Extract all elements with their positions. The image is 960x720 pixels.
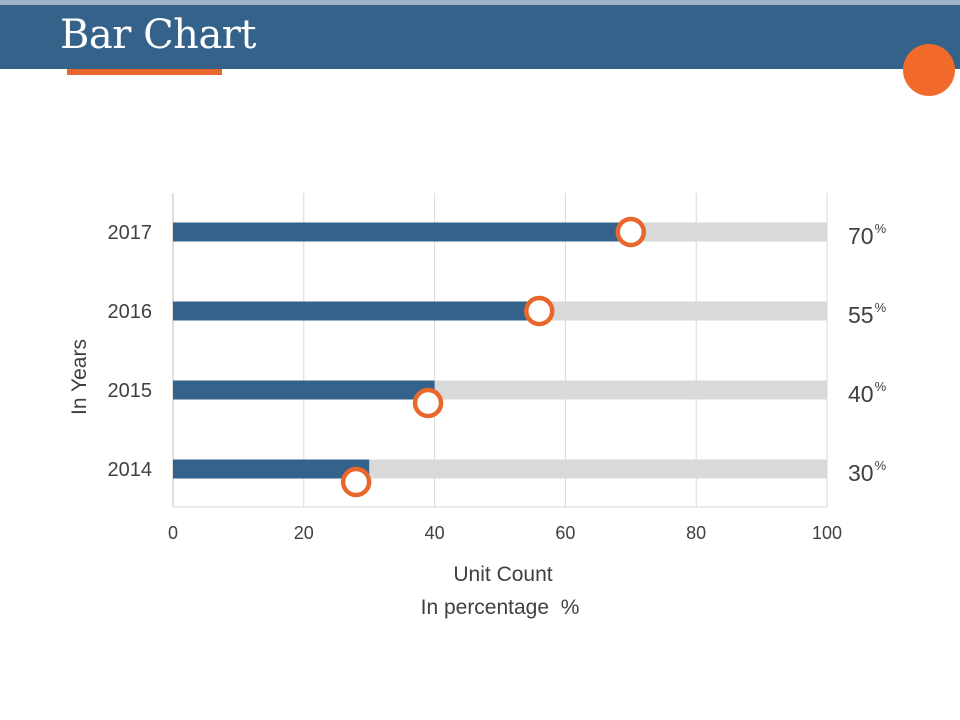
value-label: 30 bbox=[848, 460, 874, 486]
bar bbox=[173, 380, 435, 400]
y-tick-label: 2017 bbox=[108, 222, 153, 244]
page-title: Bar Chart bbox=[60, 12, 257, 58]
y-axis-title: In Years bbox=[68, 339, 91, 415]
x-axis-title: Unit Count bbox=[453, 563, 552, 586]
marker-circle bbox=[615, 216, 647, 248]
marker-circle bbox=[523, 295, 555, 327]
x-axis-subtitle: In percentage % bbox=[421, 596, 580, 619]
x-tick-label: 100 bbox=[812, 523, 842, 543]
value-unit: % bbox=[875, 300, 887, 315]
bar bbox=[173, 301, 533, 321]
y-tick-label: 2015 bbox=[108, 380, 153, 402]
decorative-circle bbox=[903, 44, 955, 96]
marker-circle bbox=[412, 387, 444, 419]
y-tick-label: 2016 bbox=[108, 301, 153, 323]
title-underline bbox=[67, 69, 222, 75]
x-tick-label: 80 bbox=[686, 523, 706, 543]
value-unit: % bbox=[875, 379, 887, 394]
x-tick-label: 20 bbox=[294, 523, 314, 543]
value-unit: % bbox=[875, 458, 887, 473]
marker-circle bbox=[340, 466, 372, 498]
bar bbox=[173, 222, 631, 242]
value-unit: % bbox=[875, 221, 887, 236]
header-bar bbox=[0, 5, 960, 69]
top-accent-strip bbox=[0, 0, 960, 5]
x-tick-label: 40 bbox=[425, 523, 445, 543]
value-label: 40 bbox=[848, 381, 874, 407]
x-tick-label: 0 bbox=[168, 523, 178, 543]
value-label: 70 bbox=[848, 223, 874, 249]
bar bbox=[173, 459, 370, 479]
x-tick-label: 60 bbox=[555, 523, 575, 543]
y-tick-label: 2014 bbox=[108, 459, 153, 481]
value-label: 55 bbox=[848, 302, 874, 328]
